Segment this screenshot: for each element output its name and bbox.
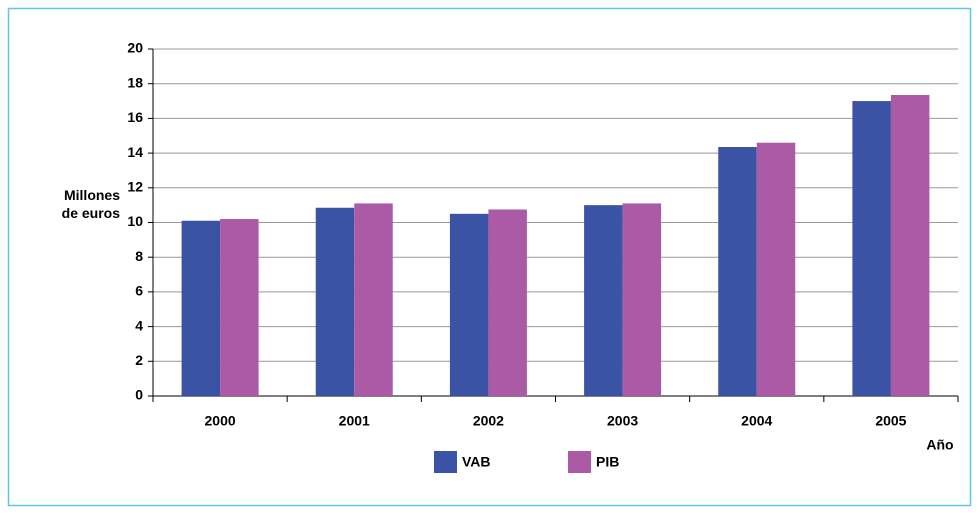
x-tick-label: 2001 [339, 413, 370, 429]
y-tick-label: 14 [127, 144, 143, 160]
bar [718, 147, 757, 396]
legend-swatch [434, 451, 457, 473]
frame [7, 7, 972, 507]
y-tick-label: 18 [127, 74, 143, 90]
y-tick-label: 20 [127, 40, 143, 56]
bar [220, 219, 259, 396]
bar [756, 142, 796, 396]
y-tick-label: 10 [127, 213, 143, 229]
bar [449, 213, 489, 396]
legend-label: VAB [462, 454, 491, 470]
bar [181, 220, 221, 396]
x-tick-label: 2002 [473, 413, 504, 429]
x-tick-label: 2003 [607, 413, 638, 429]
y-tick-label: 12 [127, 179, 143, 195]
y-tick-label: 4 [135, 317, 143, 333]
legend-label: PIB [596, 454, 619, 470]
y-tick-label: 8 [135, 248, 143, 264]
x-axis-label: Año [926, 437, 953, 453]
x-tick-label: 2004 [741, 413, 772, 429]
y-axis-label: Millones de euros [61, 187, 120, 221]
bar [354, 203, 393, 396]
x-tick-label: 2000 [205, 413, 236, 429]
y-tick-label: 16 [127, 109, 143, 125]
bar [622, 203, 662, 396]
bar [315, 207, 355, 396]
y-tick-label: 0 [135, 387, 143, 403]
bar [488, 209, 527, 396]
bar [584, 205, 623, 396]
bar [890, 94, 930, 396]
y-tick-label: 6 [135, 283, 143, 299]
legend-swatch [568, 451, 591, 473]
bar [852, 101, 891, 397]
x-tick-label: 2005 [875, 413, 906, 429]
y-tick-label: 2 [135, 352, 143, 368]
